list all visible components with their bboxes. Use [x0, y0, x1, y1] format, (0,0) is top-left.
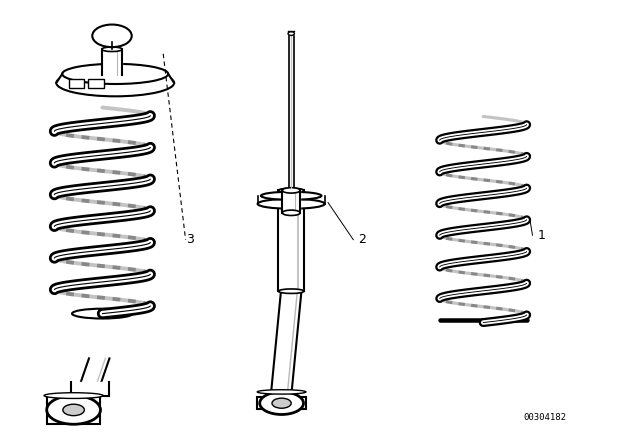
Text: 00304182: 00304182	[524, 413, 566, 422]
Ellipse shape	[47, 396, 100, 424]
Ellipse shape	[288, 32, 294, 35]
Ellipse shape	[92, 25, 132, 47]
Text: 1: 1	[538, 228, 545, 242]
Bar	[88, 79, 104, 88]
Ellipse shape	[282, 210, 300, 215]
Ellipse shape	[102, 47, 122, 52]
Polygon shape	[56, 74, 174, 83]
Text: 2: 2	[358, 233, 366, 246]
Ellipse shape	[44, 393, 103, 398]
Ellipse shape	[72, 309, 133, 319]
Polygon shape	[257, 397, 306, 409]
Ellipse shape	[282, 188, 300, 193]
Ellipse shape	[63, 404, 84, 416]
Bar	[69, 79, 84, 88]
Polygon shape	[271, 291, 301, 390]
Ellipse shape	[62, 64, 168, 84]
Polygon shape	[76, 358, 109, 396]
Ellipse shape	[278, 289, 304, 293]
Text: 3: 3	[186, 233, 193, 246]
Ellipse shape	[278, 188, 304, 193]
Ellipse shape	[257, 199, 325, 209]
Ellipse shape	[261, 192, 321, 200]
Ellipse shape	[272, 398, 291, 408]
Ellipse shape	[56, 69, 174, 96]
Ellipse shape	[257, 390, 306, 394]
Polygon shape	[47, 396, 100, 424]
Polygon shape	[71, 382, 109, 396]
Ellipse shape	[260, 392, 303, 414]
